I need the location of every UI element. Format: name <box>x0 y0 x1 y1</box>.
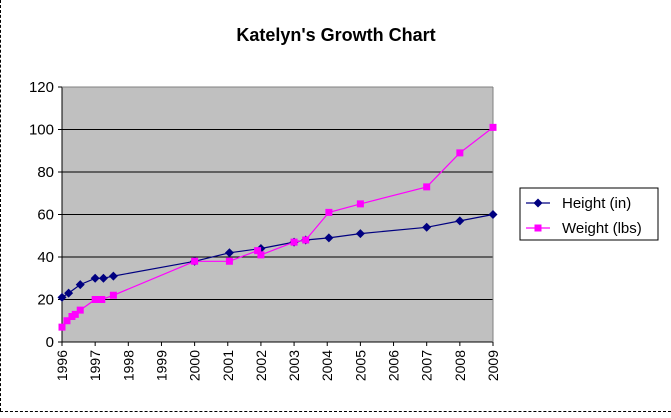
weight-point <box>489 123 497 131</box>
height-point <box>355 229 365 239</box>
height-point <box>488 210 498 219</box>
x-tick-label: 2000 <box>187 350 203 381</box>
height-point <box>224 248 234 258</box>
chart-area-left-border <box>0 0 1 411</box>
x-tick-label: 2006 <box>386 350 402 381</box>
weight-point <box>225 257 233 265</box>
chart-title: Katelyn's Growth Chart <box>236 25 435 45</box>
y-axis-tick-labels: 0 20 40 60 80 100 120 <box>29 79 54 351</box>
legend: Height (in) Weight (lbs) <box>519 187 659 241</box>
weight-point <box>254 247 262 255</box>
weight-point <box>71 310 79 318</box>
x-tick-label: 1996 <box>54 350 70 381</box>
height-point <box>57 292 67 302</box>
legend-weight-marker <box>534 224 542 232</box>
height-point <box>75 280 85 290</box>
x-tick-label: 2004 <box>319 350 335 381</box>
x-tick-label: 2007 <box>419 350 435 381</box>
weight-point <box>325 208 333 216</box>
y-tick-label: 100 <box>29 122 54 139</box>
x-axis-tick-labels: 1996 1997 1998 1999 2000 2001 2002 2003 2004 2005… <box>54 350 501 381</box>
series-layer <box>57 123 498 331</box>
x-tick-label: 2008 <box>452 350 468 381</box>
height-point <box>422 222 432 232</box>
height-point <box>90 273 100 283</box>
x-tick-label: 2005 <box>352 350 368 381</box>
weight-point <box>302 236 310 244</box>
legend-box <box>519 187 659 241</box>
weight-point <box>98 296 106 303</box>
weight-point <box>91 296 99 303</box>
y-tick-label: 60 <box>37 207 54 224</box>
weight-point <box>423 183 431 191</box>
weight-point <box>456 149 464 157</box>
weight-point <box>191 257 199 265</box>
weight-point <box>58 323 66 331</box>
height-point <box>324 233 334 243</box>
y-tick-label: 120 <box>29 79 54 96</box>
height-point <box>98 273 108 283</box>
x-tick-label: 2003 <box>286 350 302 381</box>
x-tick-label: 2001 <box>220 350 236 381</box>
legend-height-label: Height (in) <box>562 195 631 212</box>
weight-point <box>109 291 117 299</box>
weight-point <box>290 238 298 246</box>
height-point <box>108 271 118 281</box>
weight-point <box>257 251 265 259</box>
weight-point <box>356 200 364 208</box>
height-point <box>64 288 74 298</box>
height-series-line <box>61 213 494 298</box>
y-tick-label: 20 <box>37 292 54 309</box>
x-tick-label: 1998 <box>120 350 136 381</box>
legend-height-marker <box>533 198 543 208</box>
weight-point <box>63 317 71 325</box>
x-tick-label: 2009 <box>485 350 501 381</box>
x-tick-label: 1997 <box>87 350 103 381</box>
height-point <box>455 216 465 226</box>
x-tick-label: 1999 <box>153 350 169 381</box>
y-tick-label: 80 <box>37 164 54 181</box>
axes <box>58 86 494 346</box>
y-tick-label: 0 <box>46 334 54 351</box>
legend-weight-label: Weight (lbs) <box>562 220 642 237</box>
weight-point <box>76 306 84 314</box>
chart-area-bottom-border <box>0 411 671 412</box>
x-tick-label: 2002 <box>253 350 269 381</box>
y-tick-label: 40 <box>37 249 54 266</box>
